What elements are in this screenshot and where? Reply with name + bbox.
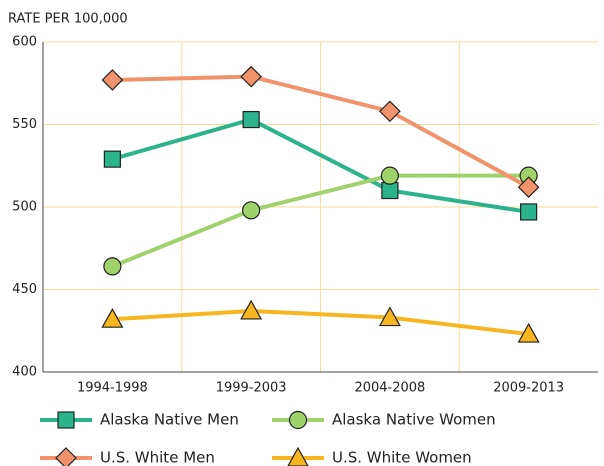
x-tick-label: 2009-2013 (493, 381, 564, 396)
data-point (517, 322, 540, 343)
data-point (378, 306, 401, 327)
data-point (242, 201, 261, 220)
series-line (112, 74, 530, 189)
legend-marker (288, 410, 308, 430)
data-point (240, 65, 262, 88)
legend-marker (287, 446, 309, 466)
y-axis-label: RATE PER 100,000 (8, 12, 128, 27)
legend-label: Alaska Native Women (332, 411, 496, 429)
series-line (111, 117, 529, 214)
y-tick-label: 500 (12, 200, 37, 215)
data-point (242, 110, 260, 129)
series-line (111, 173, 529, 269)
data-point (101, 307, 124, 328)
data-point (103, 257, 122, 276)
data-point (380, 166, 399, 185)
data-point (379, 100, 401, 123)
x-tick-label: 2004-2008 (354, 381, 425, 396)
data-point (520, 203, 538, 221)
data-point (381, 181, 399, 200)
x-tick-label: 1994-1998 (77, 381, 148, 396)
legend-marker (55, 447, 77, 466)
legend-label: U.S. White Men (100, 449, 215, 466)
data-point (240, 299, 263, 320)
legend-marker (57, 411, 75, 429)
x-tick-label: 1999-2003 (216, 381, 287, 396)
series-line (112, 308, 529, 337)
data-point (517, 176, 540, 199)
y-tick-label: 600 (12, 35, 37, 50)
data-point (101, 69, 124, 91)
legend-label: Alaska Native Men (100, 411, 239, 429)
y-tick-label: 550 (12, 117, 37, 132)
legend-label: U.S. White Women (332, 449, 472, 466)
y-tick-label: 450 (12, 282, 37, 297)
y-tick-label: 400 (12, 365, 37, 380)
data-point (103, 150, 121, 168)
